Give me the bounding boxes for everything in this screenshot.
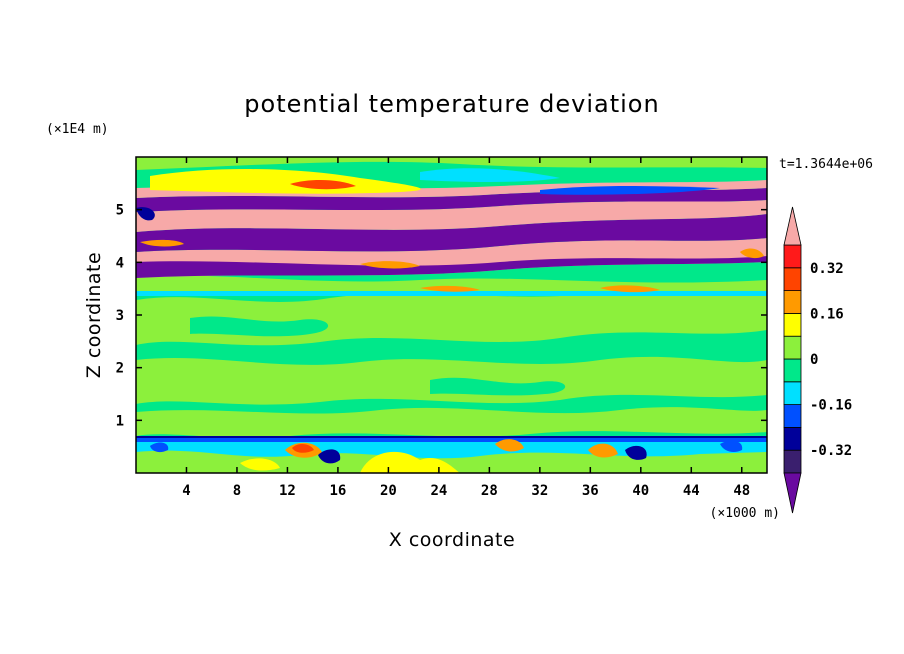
colorbar-under-arrow (783, 472, 802, 514)
y-tick-label: 4 (116, 255, 124, 271)
colorbar-label: -0.32 (810, 443, 852, 459)
field-patch (420, 285, 480, 292)
upper-layers (136, 168, 767, 278)
x-tick-label: 32 (531, 483, 548, 499)
field-patch (136, 436, 767, 438)
surface-layer (136, 436, 767, 473)
colorbar-swatch (783, 267, 802, 291)
field-patch (190, 316, 329, 337)
field-patch (600, 285, 660, 293)
x-tick-label: 4 (182, 483, 190, 499)
field-patch (150, 169, 421, 194)
field-patch (360, 261, 420, 269)
field-patch (600, 338, 741, 356)
field-patch (740, 248, 764, 259)
time-label: t=1.3644e+06 (779, 157, 873, 172)
field-patch (136, 157, 767, 170)
field-patch (430, 377, 566, 396)
field-patch (588, 443, 618, 458)
field-patch (420, 168, 560, 182)
field-patch (136, 407, 767, 438)
colorbar-label: 0 (810, 352, 818, 368)
x-tick-label: 20 (380, 483, 397, 499)
x-tick-label: 16 (329, 483, 346, 499)
field-patch (290, 180, 356, 190)
colorbar-over-arrow (783, 206, 802, 246)
field-patch (136, 438, 767, 442)
field-patch (625, 445, 647, 460)
x-tick-label: 24 (430, 483, 447, 499)
field-patch (495, 439, 524, 452)
x-tick-label: 36 (582, 483, 599, 499)
x-tick-label: 40 (632, 483, 649, 499)
y-tick-label: 1 (116, 413, 124, 429)
colorbar-label: 0.32 (810, 261, 844, 277)
field-patch (360, 451, 460, 473)
field-patch (150, 442, 169, 453)
colorbar-swatch (783, 358, 802, 383)
tropopause-layer (136, 275, 767, 296)
colorbar: 0.32 0.16 0 -0.16 -0.32 (783, 206, 852, 514)
field-patch (140, 239, 184, 247)
x-axis: 4 8 12 16 20 24 28 32 36 40 44 48 (182, 157, 750, 499)
x-tick-label: 12 (279, 483, 296, 499)
field-patch (540, 186, 720, 195)
cold-layer (136, 214, 767, 252)
y-tick-label: 5 (116, 203, 124, 219)
colorbar-label: 0.16 (810, 306, 844, 322)
colorbar-label: -0.16 (810, 398, 852, 414)
field-patch (136, 291, 767, 296)
warm-layer (136, 200, 767, 232)
colorbar-swatch (783, 290, 802, 314)
cold-layer (136, 256, 767, 278)
x-tick-label: 48 (733, 483, 750, 499)
field-patch (720, 440, 743, 452)
y-unit-label: (×1E4 m) (46, 122, 109, 137)
lower-field (136, 288, 767, 438)
x-tick-label: 8 (233, 483, 241, 499)
x-unit-label: (×1000 m) (710, 506, 780, 521)
colorbar-swatch (783, 335, 802, 360)
y-axis: 1 2 3 4 5 (116, 203, 767, 429)
colorbar-swatch (783, 381, 802, 405)
field-patch (292, 444, 314, 453)
x-tick-label: 28 (481, 483, 498, 499)
y-tick-label: 2 (116, 361, 124, 377)
field-patch (240, 458, 280, 471)
colorbar-swatch (783, 426, 802, 451)
colorbar-swatch (783, 312, 802, 337)
colorbar-swatch (783, 404, 802, 428)
plot-area (136, 157, 767, 473)
x-axis-label: X coordinate (389, 529, 515, 551)
chart-title: potential temperature deviation (244, 90, 659, 118)
y-tick-label: 3 (116, 308, 124, 324)
colorbar-swatch (783, 244, 802, 269)
field-patch (318, 449, 341, 464)
colorbar-swatch (783, 449, 802, 474)
x-tick-label: 44 (683, 483, 700, 499)
y-axis-label: Z coordinate (83, 252, 105, 378)
top-layer (136, 157, 767, 170)
